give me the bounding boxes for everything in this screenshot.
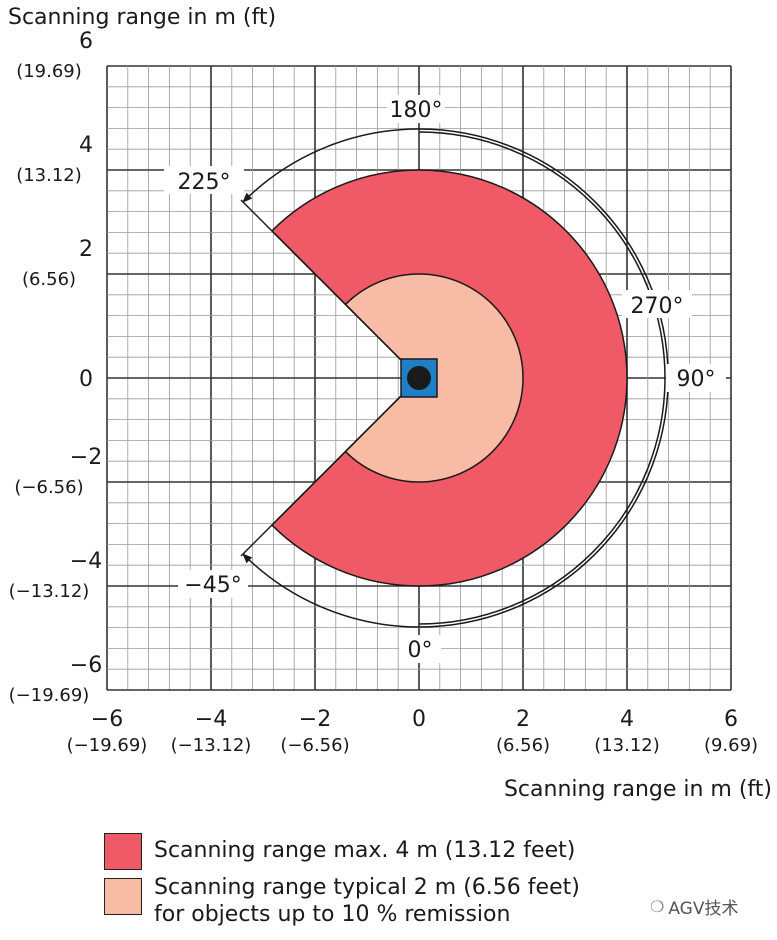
y-tick-label: 4 xyxy=(79,133,93,158)
chat-bubble-icon: ❍ xyxy=(650,897,665,916)
angle-label-90: 90° xyxy=(677,367,716,392)
legend-item-max: Scanning range max. 4 m (13.12 feet) xyxy=(104,833,664,870)
x-tick-label-ft: (−19.69) xyxy=(67,735,148,756)
x-tick-label-ft: (9.69) xyxy=(704,735,758,756)
boundary-line-225 xyxy=(240,199,420,379)
x-axis-title: Scanning range in m (ft) xyxy=(504,777,772,802)
x-tick-label-ft: (6.56) xyxy=(496,735,550,756)
y-tick-labels: 6 (19.69) 4 (13.12) 2(6.56) 0 −2 (−6.56) −4 (−13.… xyxy=(9,29,103,706)
y-tick-label-ft: (−13.12) xyxy=(9,581,90,602)
x-tick-label: 2 xyxy=(516,707,530,732)
x-tick-label: 6 xyxy=(724,707,738,732)
legend-label-typical-line2: for objects up to 10 % remission xyxy=(154,902,511,927)
y-axis-title: Scanning range in m (ft) xyxy=(8,5,276,30)
sensor-lens xyxy=(407,366,431,390)
angle-label-0: 0° xyxy=(408,638,433,663)
y-tick-label: 2 xyxy=(79,237,93,262)
y-tick-label: −4 xyxy=(70,549,102,574)
y-tick-label: −2 xyxy=(70,445,102,470)
boundary-line-neg45 xyxy=(240,377,420,557)
angle-label-neg45: −45° xyxy=(184,573,241,598)
x-tick-label: −6 xyxy=(91,707,123,732)
angle-label-180: 180° xyxy=(390,98,443,123)
x-tick-labels: −6 (−19.69) −4 (−13.12) −2 (−6.56) 0 2 (6.56) 4 (1… xyxy=(67,707,758,756)
y-tick-label-ft: (13.12) xyxy=(16,165,82,186)
x-tick-label: 4 xyxy=(620,707,634,732)
x-tick-label: 0 xyxy=(412,707,426,732)
legend-swatch-typical xyxy=(104,878,142,915)
reference-angle-arc xyxy=(418,131,666,625)
watermark: ❍ AGV技术 xyxy=(650,894,738,919)
watermark-text: AGV技术 xyxy=(668,899,739,919)
legend-item-typical: Scanning range typical 2 m (6.56 feet) f… xyxy=(104,875,664,928)
x-tick-label-ft: (−6.56) xyxy=(280,735,349,756)
y-tick-label: 0 xyxy=(79,367,93,392)
x-tick-label: −2 xyxy=(299,707,331,732)
legend-label-typical: Scanning range typical 2 m (6.56 feet) f… xyxy=(154,874,580,928)
angle-labels: 180° 225° 270° 90° −45° 0° xyxy=(164,95,726,663)
legend-swatch-max xyxy=(104,833,142,870)
y-tick-label: 6 xyxy=(79,29,93,54)
y-tick-label: −6 xyxy=(70,653,102,678)
angle-label-225: 225° xyxy=(178,170,231,195)
legend-label-max: Scanning range max. 4 m (13.12 feet) xyxy=(154,838,576,863)
x-tick-label-ft: (−13.12) xyxy=(171,735,252,756)
x-tick-label: −4 xyxy=(195,707,227,732)
y-tick-label-ft: (−19.69) xyxy=(9,685,90,706)
angle-label-270: 270° xyxy=(631,294,684,319)
y-tick-label-ft: (−6.56) xyxy=(14,477,83,498)
y-tick-label-ft: (19.69) xyxy=(16,61,82,82)
x-tick-label-ft: (13.12) xyxy=(594,735,660,756)
y-tick-label-ft: (6.56) xyxy=(22,269,76,290)
legend-label-typical-line1: Scanning range typical 2 m (6.56 feet) xyxy=(154,875,580,900)
